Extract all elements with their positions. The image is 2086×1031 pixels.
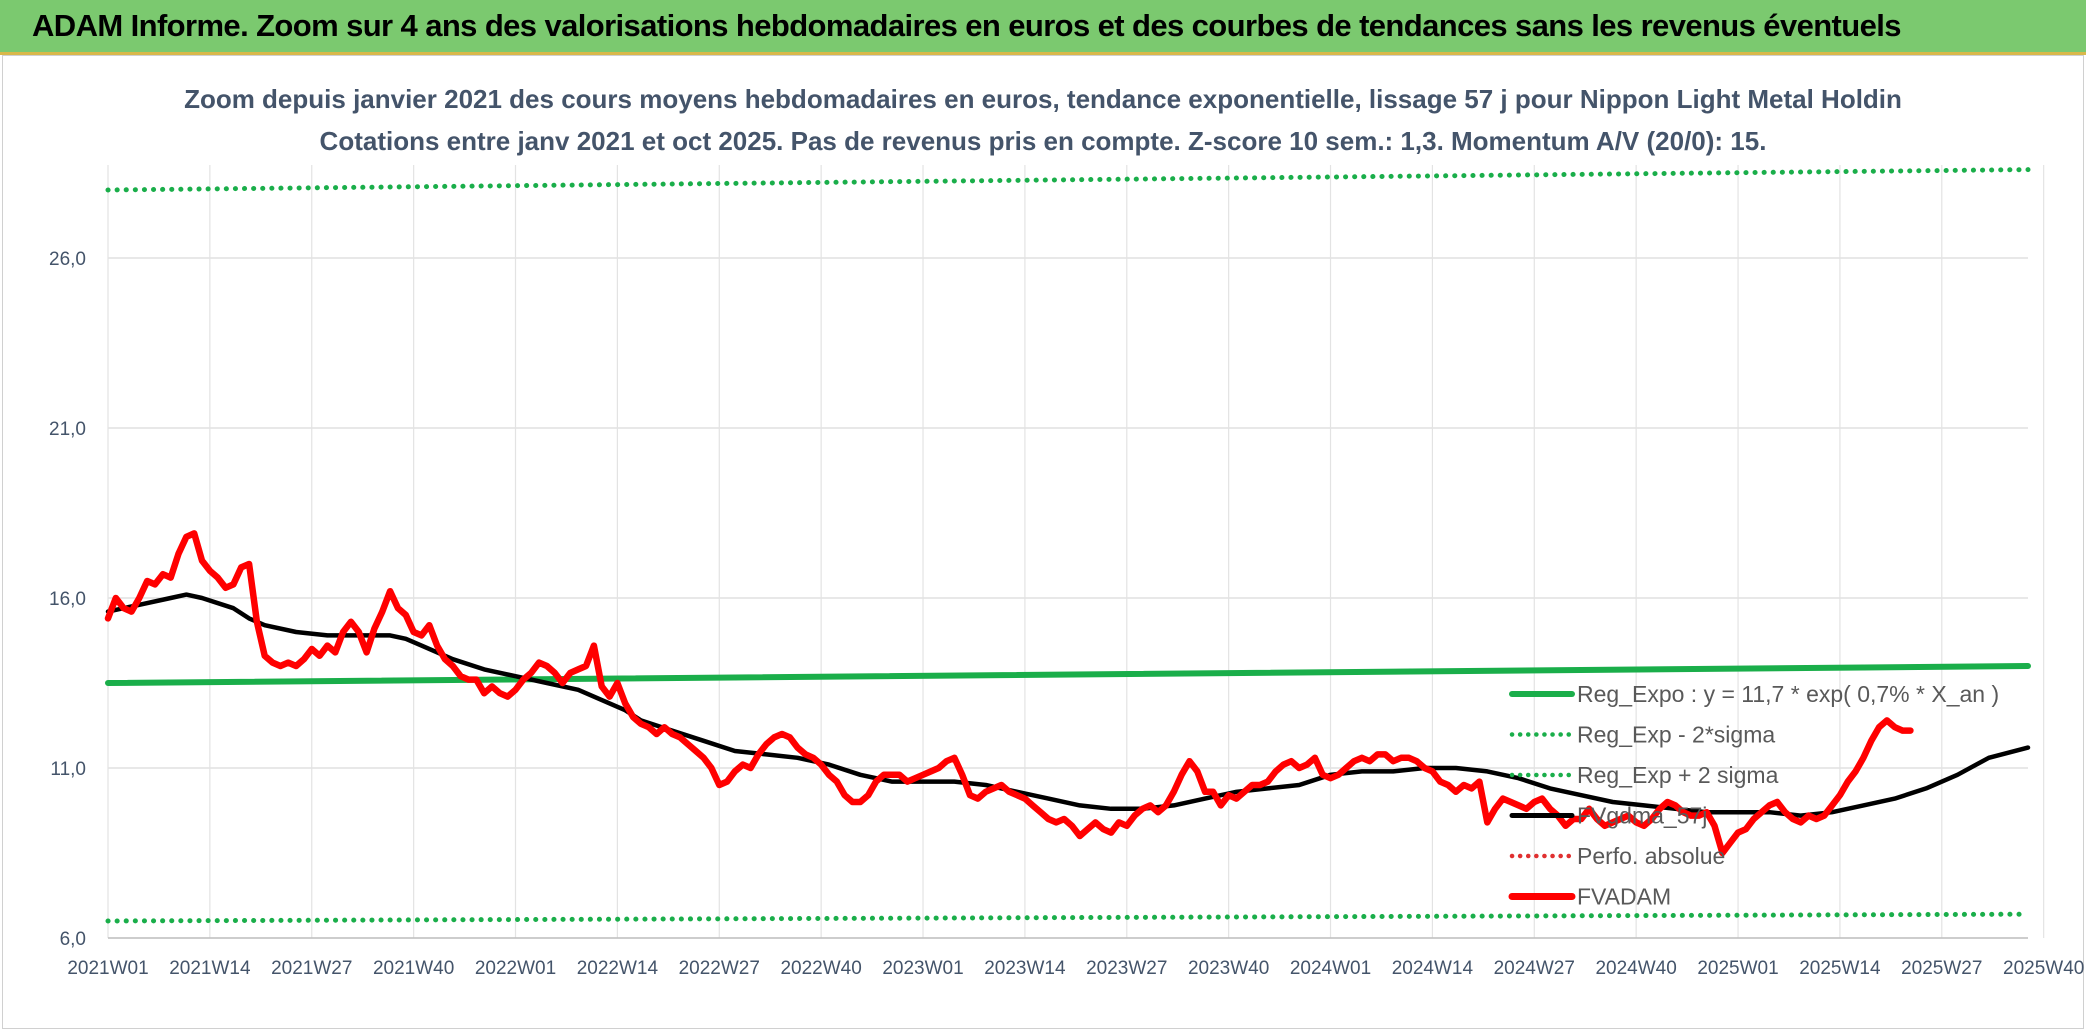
y-tick-label: 26,0 <box>49 249 86 270</box>
legend: Reg_Expo : y = 11,7 * exp( 0,7% * X_an )… <box>1508 681 1999 910</box>
x-tick-label: 2022W14 <box>577 958 659 979</box>
x-tick-label: 2021W40 <box>373 958 454 979</box>
y-tick-label: 11,0 <box>50 759 86 780</box>
x-tick-label: 2022W27 <box>679 958 760 979</box>
x-tick-label: 2022W01 <box>475 958 556 979</box>
report-banner: ADAM Informe. Zoom sur 4 ans des valoris… <box>0 0 2086 55</box>
x-axis: 2021W01 2021W14 2021W27 2021W40 2022W01 2022W… <box>67 958 2084 979</box>
x-tick-label: 2021W27 <box>271 958 352 979</box>
legend-label: Reg_Exp + 2 sigma <box>1577 762 1779 788</box>
x-tick-label: 2023W14 <box>984 958 1066 979</box>
legend-label: Reg_Expo : y = 11,7 * exp( 0,7% * X_an ) <box>1577 681 1999 707</box>
x-tick-label: 2021W01 <box>67 958 148 979</box>
x-tick-label: 2025W40 <box>2003 958 2084 979</box>
series-line <box>104 530 1914 857</box>
series-line <box>105 663 2031 686</box>
x-tick-label: 2024W01 <box>1290 958 1371 979</box>
chart-title: Zoom depuis janvier 2021 des cours moyen… <box>184 84 1902 114</box>
y-tick-label: 16,0 <box>49 589 86 610</box>
x-tick-label: 2025W14 <box>1799 958 1881 979</box>
x-tick-label: 2024W27 <box>1494 958 1575 979</box>
chart-frame <box>2 55 2084 1029</box>
x-tick-label: 2024W40 <box>1595 958 1676 979</box>
legend-label: Perfo. absolue <box>1577 843 1725 869</box>
y-tick-label: 21,0 <box>49 419 86 440</box>
x-tick-label: 2024W14 <box>1392 958 1474 979</box>
report-title: ADAM Informe. Zoom sur 4 ans des valoris… <box>32 8 1902 43</box>
series-line <box>105 167 2031 193</box>
x-tick-label: 2021W14 <box>169 958 251 979</box>
y-tick-label: 6,0 <box>60 929 86 950</box>
legend-label: FVADAM <box>1577 884 1671 910</box>
series-layer <box>104 167 2031 924</box>
grid-lines <box>107 165 2045 939</box>
legend-label: Reg_Exp - 2*sigma <box>1577 722 1775 748</box>
x-tick-label: 2023W01 <box>882 958 963 979</box>
y-axis: 6,0 11,0 16,0 21,0 26,0 <box>49 249 86 950</box>
chart-subtitle: Cotations entre janv 2021 et oct 2025. P… <box>320 126 1767 156</box>
series-line <box>105 911 2031 924</box>
x-tick-label: 2025W01 <box>1697 958 1778 979</box>
x-tick-label: 2022W40 <box>780 958 861 979</box>
x-tick-label: 2025W27 <box>1901 958 1982 979</box>
legend-label: FVgdma_57j <box>1577 803 1707 829</box>
x-tick-label: 2023W27 <box>1086 958 1167 979</box>
x-tick-label: 2023W40 <box>1188 958 1269 979</box>
